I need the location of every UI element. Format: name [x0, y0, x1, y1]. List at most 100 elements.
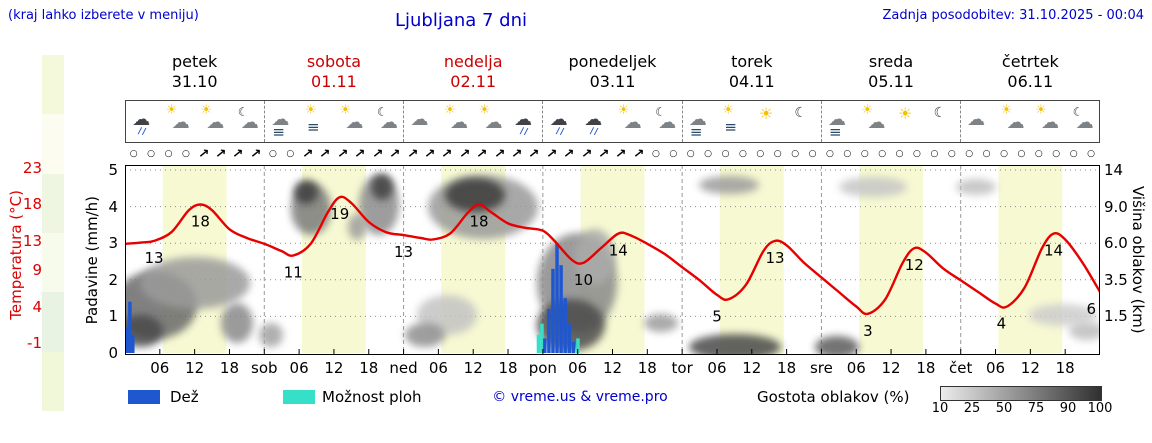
wind-barb-icon: ↗: [493, 145, 506, 163]
calm-wind-icon: ○: [808, 149, 817, 159]
cloud-density-blob: [294, 180, 318, 204]
day-boundary-label: pon: [528, 359, 557, 377]
shower-chance-bar: [576, 338, 580, 353]
cloud-density-gradient: [940, 386, 1102, 401]
moon-cloud-icon: ☾ ☁: [1072, 104, 1094, 133]
day-name: ponedeljek: [568, 52, 657, 71]
temperature-curve: [125, 195, 1100, 316]
wind-barb-icon: ↗: [405, 145, 419, 163]
cloud-height-tick: 6.0: [1104, 234, 1128, 253]
rain-bar: [559, 265, 563, 353]
rain-bar: [125, 327, 129, 353]
day-boundary-label: sre: [809, 359, 833, 377]
day-date: 03.11: [589, 72, 636, 91]
icon-day-cell: ☁ ☀ ☁ ☀ ☁ ☁//: [403, 101, 542, 142]
daylight-band: [859, 166, 923, 353]
cloud-density-blob: [140, 257, 250, 309]
sun-cloud-icon: ☀ ☁: [617, 102, 642, 133]
calm-wind-icon: ○: [1069, 149, 1078, 159]
weather-icons-row: ☁//☀ ☁ ☀ ☁ ☾ ☁ ☁ ≡ ☀ ≡ ☀ ☁ ☾ ☁ ☁ ☀ ☁ ☀ ☁ ☁//☁//☁//☀ ☁ ☾ ☁ ☁ ≡ ☀ ≡ ☀…: [125, 100, 1100, 143]
copyright-link[interactable]: © vreme.us & vreme.pro: [492, 389, 668, 405]
rain-icon: ☁//: [549, 108, 568, 138]
cloud-height-tick: 1.5: [1104, 307, 1128, 326]
hour-tick-label: 18: [1055, 359, 1075, 377]
temperature-value-label: 3: [863, 322, 873, 340]
cloud-density-blob: [689, 334, 781, 355]
precipitation-tick: 1: [108, 307, 118, 326]
rain-icon: ☁//: [584, 108, 603, 138]
hour-tick-label: 12: [324, 359, 344, 377]
icon-day-cell: ☁// ☀ ☁ ☀ ☁ ☾ ☁: [126, 101, 264, 142]
temperature-tick: 18: [22, 195, 42, 214]
cloud-density-blob: [1029, 304, 1097, 326]
day-date: 02.11: [450, 72, 497, 91]
calm-wind-icon: ○: [1034, 149, 1043, 159]
hour-tick-label: 06: [846, 359, 866, 377]
day-boundary-label: tor: [671, 359, 693, 377]
page-title: Ljubljana 7 dni: [394, 10, 528, 31]
shower-legend-label: Možnost ploh: [322, 388, 422, 406]
fog-sun-icon: ☀ ≡: [304, 102, 320, 136]
calm-wind-icon: ○: [1052, 149, 1061, 159]
precipitation-axis-label: Padavine (mm/h): [83, 195, 101, 325]
temperature-value-label: 5: [712, 307, 722, 325]
sun-cloud-icon: ☀ ☁: [165, 102, 190, 133]
hour-tick-label: 12: [185, 359, 205, 377]
colorbar-segment: [42, 292, 64, 352]
sun-cloud-icon: ☀ ☁: [339, 102, 364, 133]
day-header: torek 04.11: [682, 52, 821, 96]
cloud-density-tick-label: 100: [1087, 401, 1113, 416]
rain-legend-swatch: [128, 390, 160, 404]
calm-wind-icon: ○: [860, 149, 869, 159]
hour-tick-label: 06: [568, 359, 588, 377]
day-headers: petek 31.10 sobota 01.11 nedelja 02.11 ponedel…: [125, 52, 1100, 96]
wind-barb-icon: ↗: [388, 145, 402, 163]
hour-tick-label: 18: [219, 359, 239, 377]
wind-barb-icon: ↗: [475, 145, 489, 163]
fog-cloud-icon: ☁ ≡: [688, 108, 707, 141]
day-name: nedelja: [443, 52, 503, 71]
menu-hint: (kraj lahko izberete v meniju): [8, 8, 199, 23]
day-name: torek: [731, 52, 773, 71]
temperature-colorbar: [42, 55, 64, 411]
hour-tick-label: 18: [637, 359, 657, 377]
calm-wind-icon: ○: [129, 149, 138, 159]
calm-wind-icon: ○: [286, 149, 295, 159]
cloud-icon: ☁: [967, 108, 986, 130]
colorbar-segment: [42, 351, 64, 411]
rain-bar: [563, 298, 567, 353]
hour-tick-label: 06: [428, 359, 448, 377]
colorbar-segment: [42, 173, 64, 233]
calm-wind-icon: ○: [147, 149, 156, 159]
hour-tick-label: 18: [359, 359, 379, 377]
day-header: četrtek 06.11: [961, 52, 1100, 96]
cloud-density-blob: [815, 336, 859, 355]
icon-day-cell: ☁ ≡ ☀ ≡ ☀ ☾: [681, 101, 821, 142]
precipitation-tick: 2: [108, 270, 118, 289]
hour-tick-label: 06: [985, 359, 1006, 377]
colorbar-segment: [42, 232, 64, 293]
rain-bar: [571, 342, 576, 353]
cloud-density-blob: [839, 177, 907, 197]
moon-cloud-icon: ☾ ☁: [655, 104, 677, 133]
colorbar-segment: [42, 55, 64, 115]
shower-chance-bar: [536, 334, 541, 353]
cloud-density-blob: [1069, 322, 1100, 340]
daylight-band: [719, 166, 784, 353]
cloud-density-tick-label: 50: [995, 401, 1013, 416]
rain-bar: [543, 338, 547, 353]
cloud-density-blob: [371, 174, 393, 200]
wind-barb-icon: ↗: [614, 145, 628, 163]
sun-cloud-icon: ☀ ☁: [1000, 102, 1025, 133]
icon-day-cell: ☁ ☀ ☁ ☀ ☁ ☾ ☁: [959, 101, 1099, 142]
wind-barb-icon: ↗: [527, 145, 541, 163]
day-name: petek: [171, 52, 218, 71]
calm-wind-icon: ○: [669, 149, 678, 159]
rain-bar: [551, 268, 555, 353]
temperature-tick: -1: [27, 334, 42, 352]
cloud-density-tick-label: 90: [1059, 401, 1077, 416]
calm-wind-icon: ○: [913, 149, 921, 159]
calm-wind-icon: ○: [895, 149, 904, 159]
day-name: sobota: [306, 52, 361, 71]
